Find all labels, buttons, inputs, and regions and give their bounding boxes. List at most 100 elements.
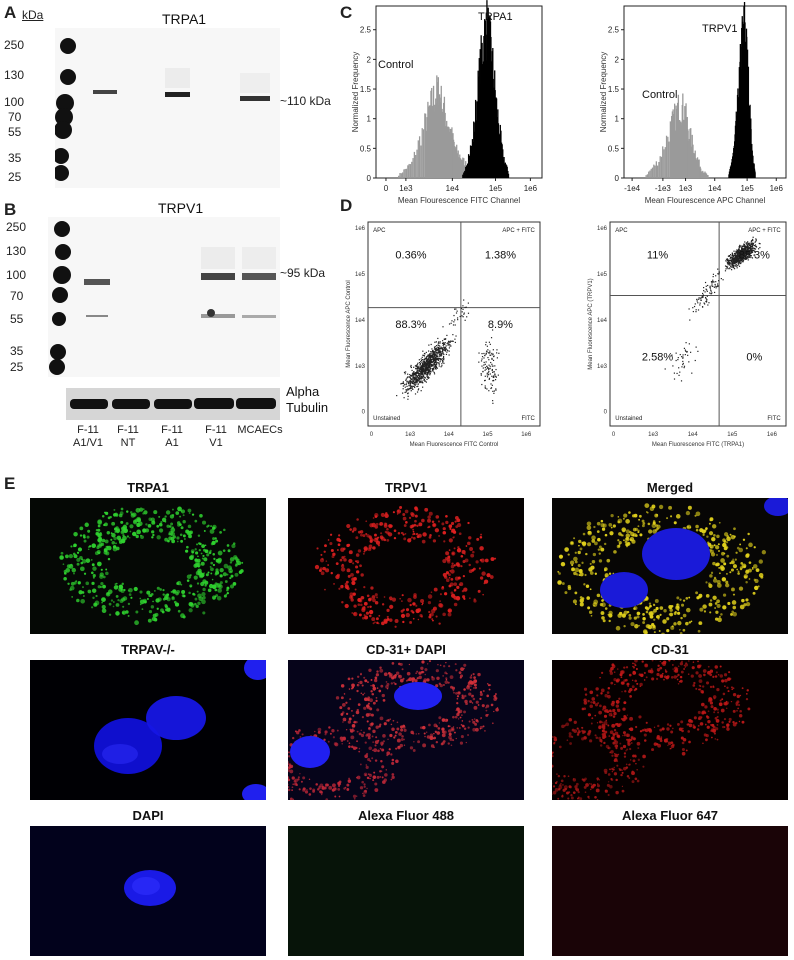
event-dot <box>430 354 433 357</box>
speckle <box>726 686 729 689</box>
speckle <box>372 775 377 779</box>
event-dot <box>442 349 444 351</box>
event-dot <box>724 270 727 272</box>
speckle <box>371 735 374 738</box>
speckle <box>351 724 356 728</box>
speckle <box>196 582 200 585</box>
panel-label-d: D <box>340 196 353 215</box>
event-dot <box>742 248 744 250</box>
speckle <box>732 720 735 724</box>
event-dot <box>412 372 414 374</box>
event-dot <box>417 378 419 380</box>
event-dot <box>467 312 470 314</box>
speckle <box>597 537 601 542</box>
speckle <box>456 727 458 729</box>
speckle <box>448 524 453 528</box>
speckle <box>694 514 697 517</box>
event-dot <box>728 260 730 262</box>
speckle <box>372 684 375 686</box>
speckle <box>346 568 351 573</box>
speckle <box>739 694 742 697</box>
event-dot <box>484 369 486 371</box>
speckle <box>451 728 454 731</box>
event-dot <box>438 350 440 352</box>
speckle <box>422 743 427 748</box>
speckle <box>666 629 670 633</box>
event-dot <box>434 353 436 355</box>
speckle <box>84 522 89 527</box>
speckle <box>670 744 675 749</box>
speckle <box>69 588 72 591</box>
event-dot <box>438 354 441 356</box>
nucleus <box>290 736 330 768</box>
speckle <box>714 738 717 740</box>
speckle <box>153 510 158 515</box>
speckle <box>708 522 711 525</box>
speckle <box>408 677 413 682</box>
event-dot <box>485 344 487 346</box>
speckle <box>670 741 674 745</box>
event-dot <box>408 385 410 387</box>
speckle <box>345 729 348 731</box>
speckle <box>212 597 216 600</box>
event-dot <box>434 352 436 354</box>
event-dot <box>429 374 431 376</box>
speckle <box>89 545 92 548</box>
speckle <box>202 596 206 600</box>
event-dot <box>447 350 449 352</box>
event-dot <box>487 352 490 354</box>
speckle <box>692 661 695 663</box>
event-dot <box>734 256 736 259</box>
speckle <box>490 557 495 562</box>
event-dot <box>461 311 463 313</box>
speckle <box>359 564 362 568</box>
event-dot <box>731 265 733 267</box>
event-dot <box>748 252 751 254</box>
speckle <box>693 681 696 685</box>
event-dot <box>425 373 427 376</box>
speckle <box>339 558 343 562</box>
marker-a-130: 130 <box>4 68 25 82</box>
event-dot <box>708 302 710 304</box>
speckle <box>613 711 617 716</box>
speckle <box>435 669 439 673</box>
event-dot <box>427 354 429 356</box>
speckle <box>447 609 451 613</box>
plot-frame <box>609 221 787 427</box>
speckle <box>399 505 403 509</box>
speckle <box>354 588 357 591</box>
speckle <box>732 709 736 713</box>
event-dot <box>492 371 494 373</box>
event-dot <box>747 252 750 254</box>
event-dot <box>736 258 738 260</box>
event-dot <box>411 386 413 388</box>
event-dot <box>425 368 428 371</box>
event-dot <box>430 361 433 363</box>
event-dot <box>405 389 408 391</box>
speckle <box>732 593 736 596</box>
event-dot <box>483 364 485 366</box>
speckle <box>663 609 667 613</box>
event-dot <box>422 360 424 363</box>
event-dot <box>749 250 751 252</box>
event-dot <box>460 307 463 310</box>
event-dot <box>442 344 444 346</box>
speckle <box>724 678 728 683</box>
speckle <box>413 593 417 597</box>
speckle <box>642 617 646 621</box>
speckle <box>395 759 399 764</box>
speckle <box>123 588 126 592</box>
speckle <box>319 567 323 571</box>
event-dot <box>731 259 733 261</box>
speckle <box>643 679 646 681</box>
speckle <box>289 769 294 774</box>
speckle <box>641 519 645 523</box>
speckle <box>401 594 404 597</box>
speckle <box>223 528 226 532</box>
speckle <box>121 611 125 615</box>
event-dot <box>443 353 445 356</box>
event-dot <box>445 345 447 347</box>
event-dot <box>427 363 429 366</box>
speckle <box>690 620 693 623</box>
event-dot <box>677 357 679 359</box>
